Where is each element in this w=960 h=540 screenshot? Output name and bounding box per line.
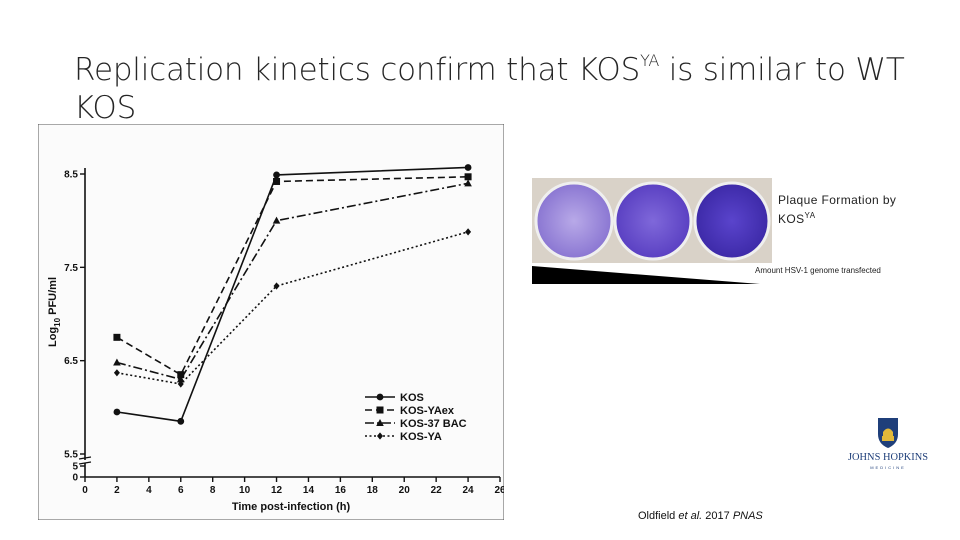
data-point-series-2 [273,177,281,185]
axis-break-mark-2 [78,461,92,465]
plaque-caption-line1: Plaque Formation by [778,193,897,207]
citation-etal: et al. [678,510,703,522]
data-point-series-4 [177,380,184,388]
y-axis-label: Log10 PFU/ml [47,277,62,347]
plaque-dish-1 [534,181,614,261]
data-point-series-1 [113,408,121,416]
plaque-photo [532,178,772,263]
legend-marker-2 [376,406,384,414]
y-label-rest: PFU/ml [47,277,59,318]
legend-marker-1 [376,393,384,401]
title-text-end: is similar to WT KOS [74,52,905,126]
x-tick-label: 10 [239,485,251,496]
crest-base [882,436,894,441]
x-tick-label: 22 [431,485,443,496]
plaque-dish-2 [613,181,693,261]
amount-gradient-wedge [532,266,760,284]
data-point-series-2 [113,333,121,341]
legend-label-1: KOS [400,392,424,404]
series-line-2 [116,176,469,376]
crest-dome-icon [883,428,893,436]
y-tick-label: 5.5 [64,450,78,461]
title-superscript: YA [640,51,660,70]
x-tick-label: 8 [210,485,216,496]
y-tick-label: 8.5 [64,170,78,181]
x-tick-label: 4 [146,485,152,496]
citation-authors: Oldfield [638,510,679,522]
legend-label-4: KOS-YA [400,431,442,443]
citation-year: 2017 [702,510,733,522]
plaque-dish-3 [693,181,771,261]
x-tick-label: 0 [82,485,88,496]
data-point-series-4 [273,282,280,290]
slide-title: Replication kinetics confirm that KOSYA … [74,42,914,127]
x-tick-label: 18 [367,485,379,496]
data-point-series-1 [464,164,472,171]
data-point-series-1 [177,417,185,425]
series-line-4 [116,231,469,385]
chart-series [113,164,472,425]
data-point-series-3 [176,375,185,383]
x-tick-label: 12 [271,485,283,496]
data-point-series-1 [273,171,280,179]
data-point-series-4 [465,228,472,236]
data-point-series-3 [272,216,281,224]
y-label-sub: 10 [53,317,62,326]
x-tick-label: 20 [399,485,411,496]
data-point-series-4 [113,369,120,377]
y-label-main: Log [47,327,59,347]
x-tick-label: 14 [303,485,315,496]
logo-subtext: MEDICINE [870,465,906,470]
caption-kos: KOS [778,212,805,226]
data-point-series-2 [464,173,472,181]
logo-text: JOHNS HOPKINS [848,451,928,463]
x-tick-label: 24 [463,485,475,496]
legend-label-2: KOS-YAex [400,405,455,417]
y-tick-label-low: 5 [72,462,78,473]
legend-label-3: KOS-37 BAC [400,418,467,430]
data-point-series-3 [113,358,121,366]
y-tick-label: 6.5 [64,356,78,367]
plaque-caption: Plaque Formation by KOSYA [778,193,896,227]
series-line-1 [116,166,469,423]
data-point-series-2 [177,371,185,379]
x-axis-label: Time post-infection (h) [232,501,351,513]
x-tick-label: 6 [178,485,184,496]
legend-marker-3 [376,419,384,426]
caption-superscript: YA [804,211,816,220]
title-text: Replication kinetics confirm that KOS [74,52,641,88]
axis-break-mark-1 [78,456,92,460]
y-tick-label: 7.5 [64,263,78,274]
johns-hopkins-logo: JOHNS HOPKINS MEDICINE [848,418,928,470]
data-point-series-3 [464,179,472,187]
citation: Oldfield et al. 2017 PNAS [638,510,763,522]
legend-marker-4 [377,432,383,440]
x-tick-label: 16 [335,485,347,496]
x-tick-label: 2 [114,485,120,496]
chart-axes [78,168,500,478]
series-line-3 [116,182,469,381]
plaque-caption-line2: KOSYA [778,208,896,227]
y-tick-label-low: 0 [72,473,78,484]
citation-journal: PNAS [732,510,763,522]
x-tick-label: 26 [494,485,504,496]
chart-frame [38,124,504,520]
amount-label: Amount HSV-1 genome transfected [755,266,881,275]
